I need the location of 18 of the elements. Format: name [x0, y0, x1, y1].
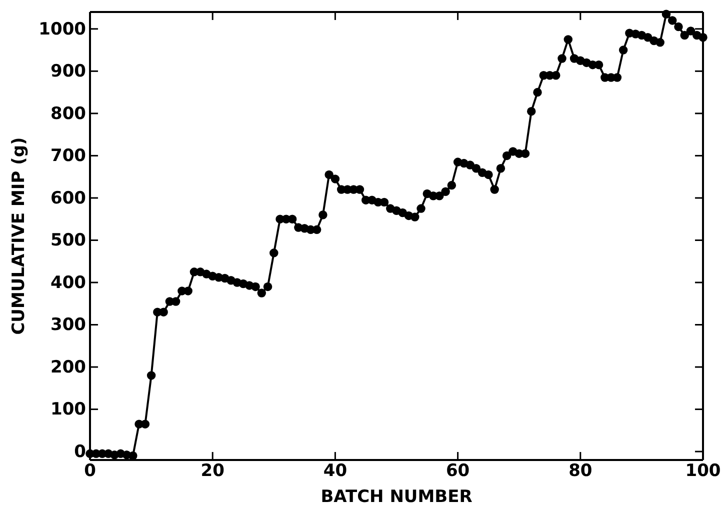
y-tick-label: 900 — [50, 62, 86, 82]
y-tick-label: 600 — [50, 188, 86, 208]
x-axis-title: BATCH NUMBER — [320, 487, 472, 507]
x-tick-label: 60 — [446, 461, 470, 482]
y-tick-label: 200 — [50, 357, 86, 378]
y-tick-label: 0 — [74, 442, 86, 462]
y-tick-label: 300 — [50, 315, 86, 336]
y-tick-label: 800 — [50, 104, 86, 124]
x-tick-label: 80 — [568, 461, 592, 482]
y-tick-label: 100 — [50, 400, 86, 420]
x-tick-label: 20 — [200, 461, 225, 482]
y-tick-label: 1000 — [38, 19, 86, 40]
x-tick-label: 100 — [685, 461, 721, 482]
y-axis-title: CUMULATIVE MIP (g) — [9, 137, 29, 335]
y-tick-label: 700 — [50, 146, 86, 166]
x-tick-label: 40 — [323, 461, 348, 482]
y-tick-label: 500 — [50, 230, 86, 251]
y-tick-label: 400 — [50, 272, 86, 293]
